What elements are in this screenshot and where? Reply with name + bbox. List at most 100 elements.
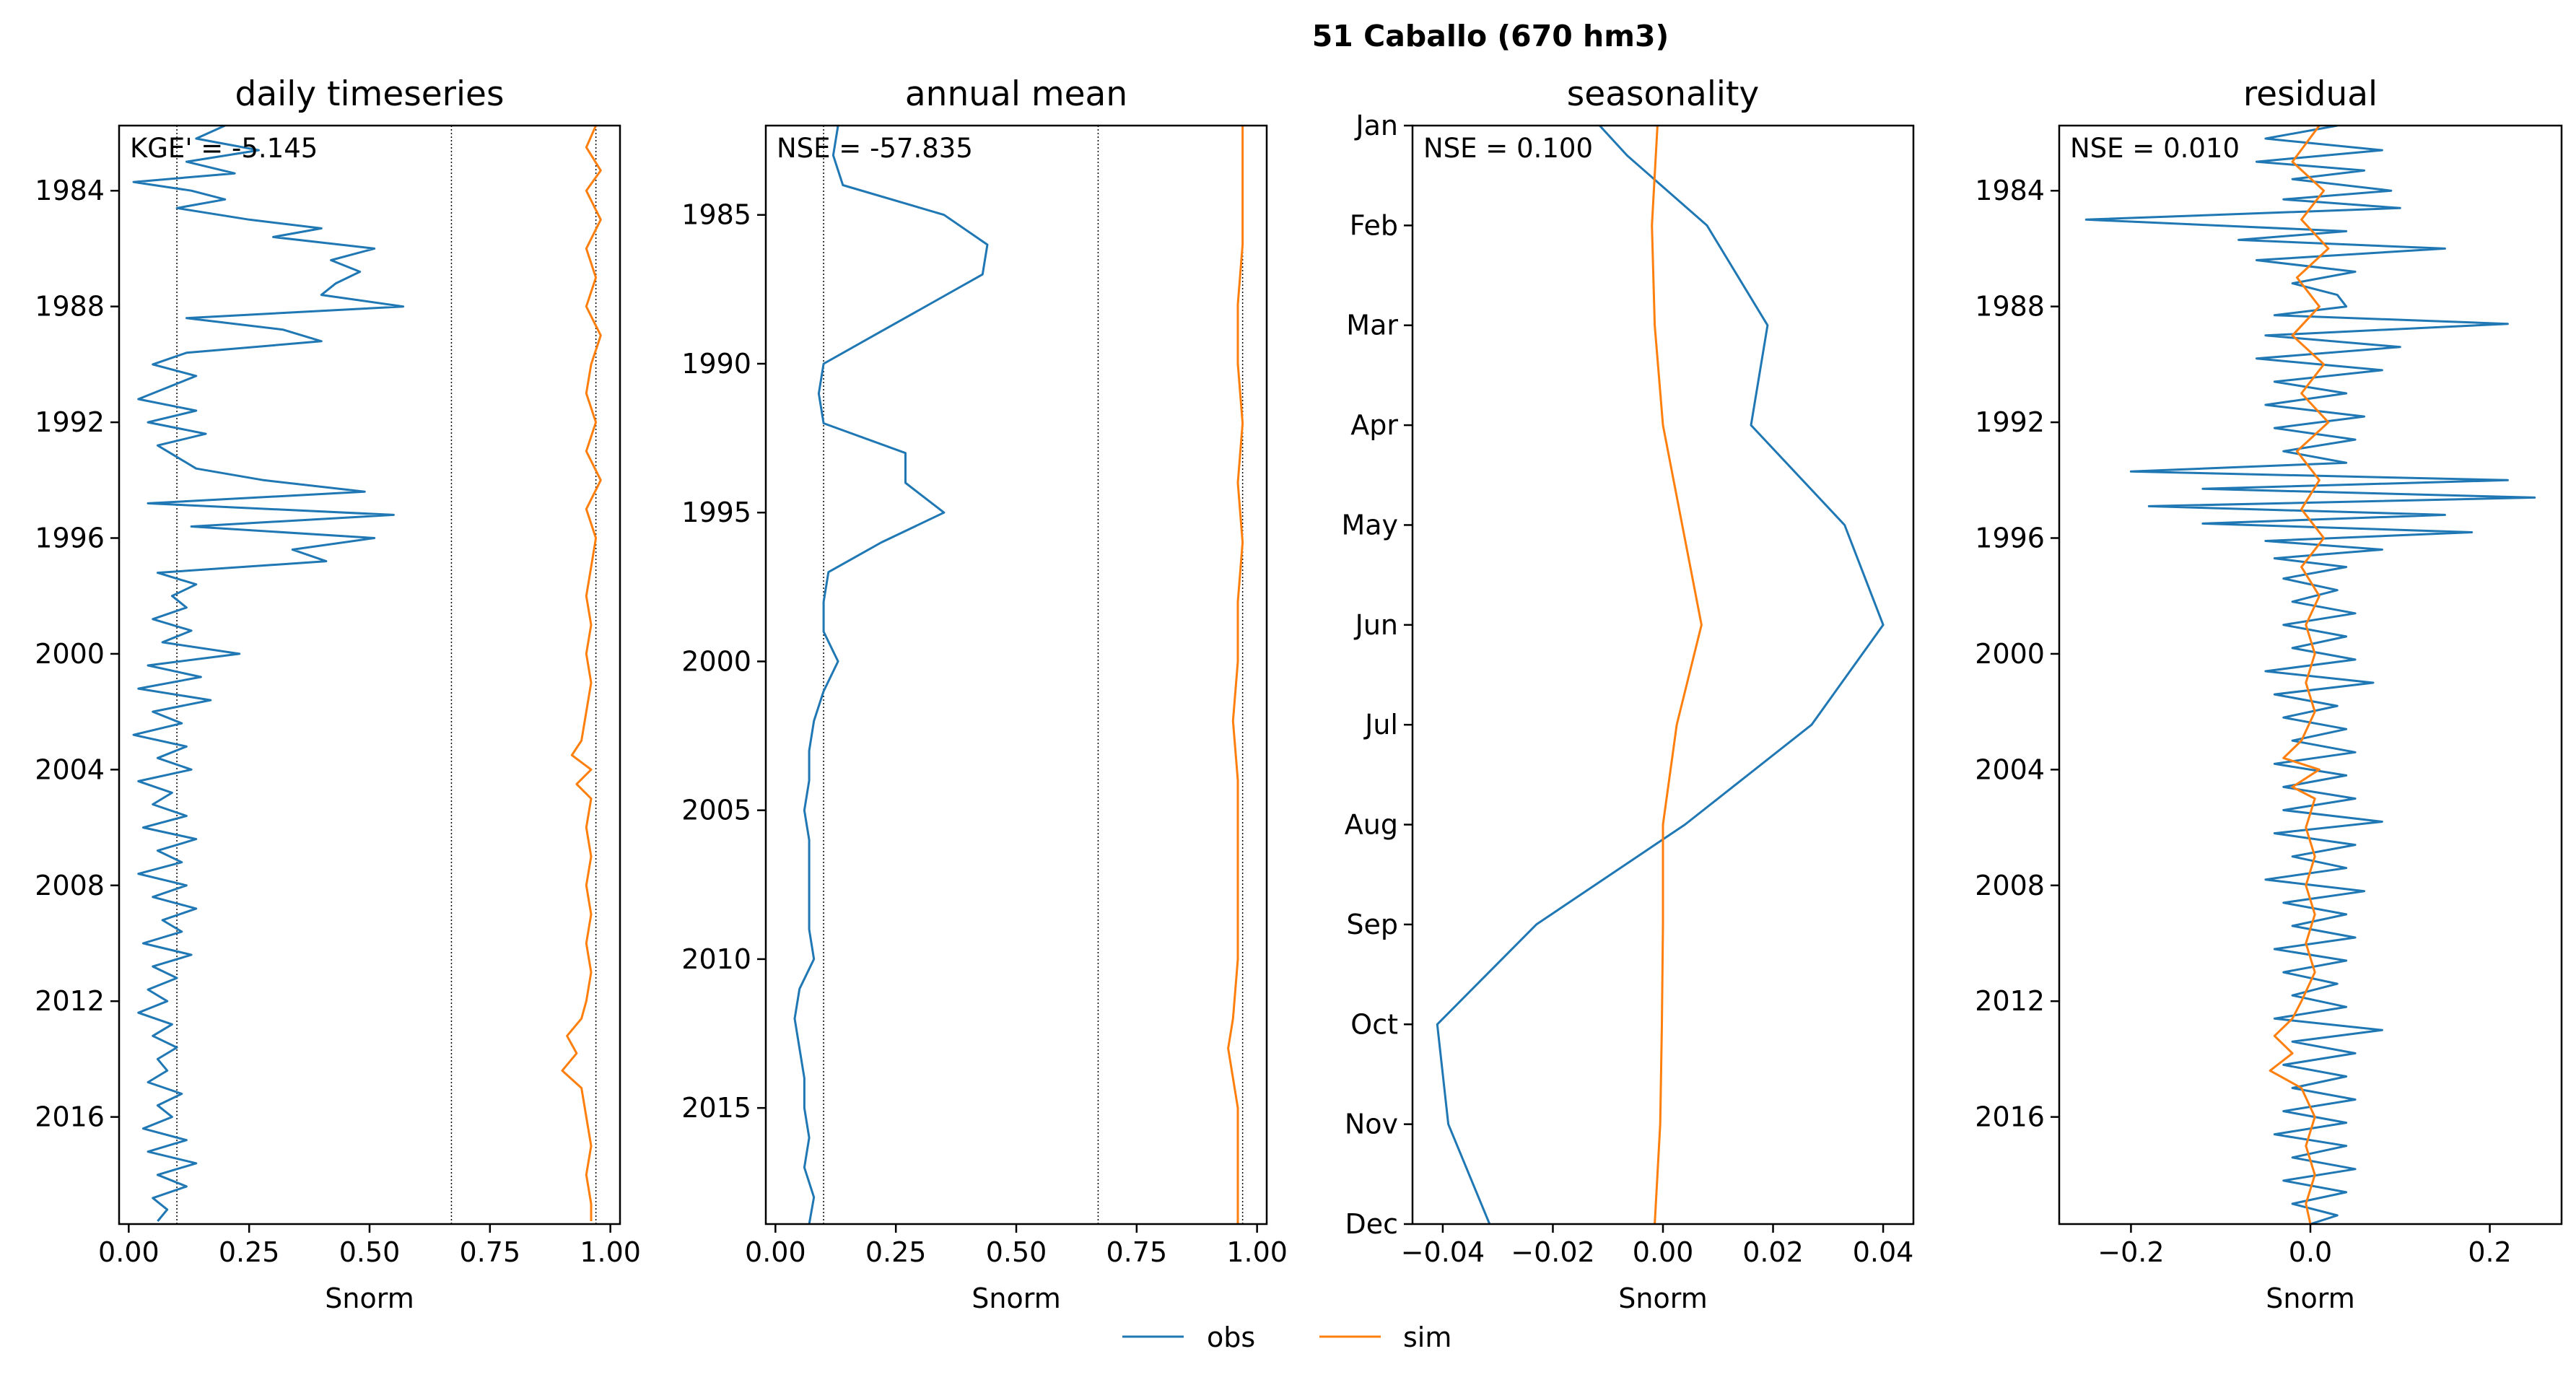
panel-daily-timeseries: daily timeseries 1984 1988 1992 1996 2000 200…	[35, 74, 641, 1314]
panel-title: annual mean	[905, 74, 1127, 114]
y-tick-label: Sep	[1346, 909, 1398, 940]
y-tick-label: 2015	[681, 1092, 751, 1124]
panel-annual-mean: annual mean 1985 1990 1995 2000 2005 2010 2015…	[681, 74, 1288, 1314]
y-tick-label: 1984	[35, 175, 105, 206]
x-tick-label: 0.02	[1742, 1236, 1804, 1268]
figure-title: 51 Caballo (670 hm3)	[1312, 19, 1669, 53]
y-tick-label: 2005	[681, 795, 751, 826]
y-tick-label: Oct	[1350, 1008, 1398, 1040]
panel-title: seasonality	[1567, 74, 1759, 114]
series-sim-line	[2269, 126, 2330, 1224]
y-tick-label: 1988	[1975, 291, 2045, 323]
x-tick-label: 0.00	[745, 1236, 806, 1268]
panel-seasonality: seasonality Jan Feb Mar Apr May Jun Jul Aug Sep O…	[1341, 74, 1915, 1314]
x-axis-label: Snorm	[325, 1283, 414, 1314]
x-tick-label: 0.25	[865, 1236, 927, 1268]
x-tick-label: −0.02	[1511, 1236, 1594, 1268]
y-tick-label: 2000	[681, 645, 751, 677]
x-tick-label: −0.04	[1401, 1236, 1485, 1268]
y-tick-label: 1988	[35, 291, 105, 323]
axes-frame	[764, 124, 1268, 1225]
x-axis-ticks: −0.2 0.0 0.2	[2097, 1224, 2512, 1268]
plot-area	[132, 126, 602, 1224]
x-tick-label: 0.04	[1853, 1236, 1914, 1268]
series-obs-line	[2084, 126, 2536, 1224]
metric-annotation: NSE = -57.835	[777, 133, 973, 164]
y-tick-label: Dec	[1345, 1208, 1398, 1240]
y-axis-ticks: Jan Feb Mar Apr May Jun Jul Aug Sep Oct Nov Dec	[1341, 110, 1413, 1240]
y-tick-label: 2004	[35, 753, 105, 785]
y-tick-label: Apr	[1350, 409, 1398, 441]
legend-sim-label: sim	[1403, 1321, 1451, 1353]
series-obs-line	[1436, 126, 1885, 1224]
x-tick-label: 0.0	[2289, 1236, 2332, 1268]
x-tick-label: 0.75	[460, 1236, 521, 1268]
y-tick-label: Aug	[1345, 809, 1398, 841]
series-sim-line	[1651, 126, 1703, 1224]
y-axis-ticks: 1984 1988 1992 1996 2000 2004 2008 2012 2016	[35, 175, 119, 1133]
plot-area	[793, 126, 1244, 1224]
panel-title: residual	[2243, 74, 2378, 114]
y-tick-label: 2008	[1975, 870, 2045, 901]
axes-frame	[118, 124, 621, 1225]
legend: obs sim	[1122, 1321, 1451, 1353]
y-tick-label: May	[1341, 509, 1398, 541]
axes-frame	[2058, 124, 2563, 1225]
panel-residual: residual 1984 1988 1992 1996 2000 2004 2008 201…	[1975, 74, 2563, 1314]
x-axis-label: Snorm	[2266, 1283, 2354, 1314]
y-axis-ticks: 1985 1990 1995 2000 2005 2010 2015	[681, 199, 766, 1124]
y-tick-label: 1984	[1975, 175, 2045, 206]
y-tick-label: 2008	[35, 870, 105, 901]
series-sim-line	[561, 126, 602, 1221]
legend-obs-label: obs	[1207, 1321, 1255, 1353]
y-tick-label: Jun	[1354, 609, 1398, 641]
x-axis-ticks: −0.04 −0.02 0.00 0.02 0.04	[1401, 1224, 1914, 1268]
x-tick-label: 0.50	[339, 1236, 401, 1268]
metric-annotation: KGE' = -5.145	[130, 133, 318, 164]
y-tick-label: 1990	[681, 348, 751, 380]
axes-frame	[1411, 124, 1915, 1225]
x-tick-label: 1.00	[580, 1236, 641, 1268]
x-axis-label: Snorm	[972, 1283, 1060, 1314]
y-tick-label: 2012	[35, 985, 105, 1017]
x-tick-label: −0.2	[2097, 1236, 2164, 1268]
metric-annotation: NSE = 0.010	[2070, 133, 2240, 164]
x-tick-label: 0.00	[98, 1236, 160, 1268]
x-tick-label: 0.25	[219, 1236, 280, 1268]
y-tick-label: 1992	[35, 406, 105, 438]
y-tick-label: 2004	[1975, 753, 2045, 785]
y-tick-label: 2000	[1975, 638, 2045, 670]
y-tick-label: 2000	[35, 638, 105, 670]
x-axis-ticks: 0.00 0.25 0.50 0.75 1.00	[745, 1224, 1288, 1268]
y-axis-ticks: 1984 1988 1992 1996 2000 2004 2008 2012 2016	[1975, 175, 2059, 1133]
x-axis-label: Snorm	[1618, 1283, 1707, 1314]
y-tick-label: 2016	[35, 1101, 105, 1133]
plot-area	[1436, 126, 1885, 1224]
x-tick-label: 1.00	[1226, 1236, 1288, 1268]
y-tick-label: 1985	[681, 199, 751, 231]
plot-area	[2084, 126, 2536, 1224]
x-tick-label: 0.2	[2468, 1236, 2511, 1268]
series-obs-line	[132, 126, 405, 1222]
y-tick-label: 1996	[1975, 523, 2045, 554]
y-tick-label: Jul	[1363, 709, 1398, 740]
y-tick-label: 1996	[35, 523, 105, 554]
x-axis-ticks: 0.00 0.25 0.50 0.75 1.00	[98, 1224, 641, 1268]
y-tick-label: 1995	[681, 497, 751, 528]
y-tick-label: 2016	[1975, 1101, 2045, 1133]
y-tick-label: Feb	[1350, 209, 1398, 241]
y-tick-label: 1992	[1975, 406, 2045, 438]
series-sim-line	[1227, 126, 1244, 1224]
y-tick-label: 2012	[1975, 985, 2045, 1017]
metric-annotation: NSE = 0.100	[1423, 133, 1593, 164]
series-obs-line	[793, 126, 989, 1224]
panel-title: daily timeseries	[235, 74, 505, 114]
y-tick-label: Mar	[1346, 310, 1398, 341]
y-tick-label: Nov	[1345, 1109, 1398, 1140]
x-tick-label: 0.75	[1106, 1236, 1168, 1268]
y-tick-label: Jan	[1354, 110, 1398, 141]
y-tick-label: 2010	[681, 943, 751, 975]
x-tick-label: 0.00	[1633, 1236, 1694, 1268]
x-tick-label: 0.50	[986, 1236, 1047, 1268]
